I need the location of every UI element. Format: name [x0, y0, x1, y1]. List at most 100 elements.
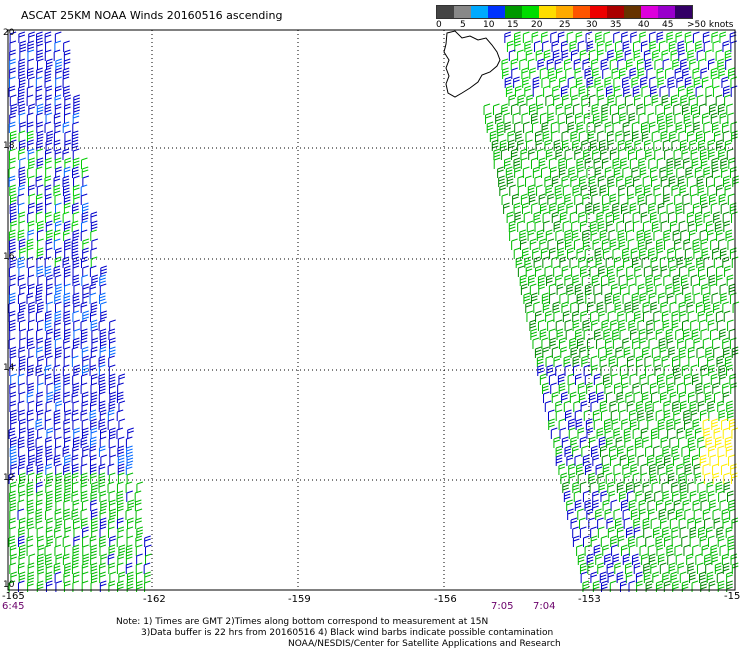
wind-barb [594, 121, 602, 133]
wind-barb [37, 382, 44, 394]
wind-barb [599, 571, 607, 583]
wind-barb [648, 292, 656, 304]
wind-barb [53, 211, 61, 223]
wind-barb [684, 418, 691, 430]
wind-barb [600, 445, 607, 457]
wind-barb [506, 211, 514, 223]
wind-barb [644, 103, 652, 115]
wind-barb [623, 517, 631, 529]
wind-barb [692, 283, 700, 295]
wind-barb [651, 436, 658, 448]
wind-barb [581, 274, 589, 286]
wind-barb [556, 283, 564, 295]
wind-barb [605, 337, 612, 349]
wind-barb [54, 319, 61, 331]
wind-barb [645, 445, 652, 457]
wind-barb [64, 283, 71, 295]
wind-barb [649, 31, 656, 43]
wind-barb [606, 562, 614, 574]
wind-barb [63, 346, 71, 358]
wind-barb [702, 463, 710, 475]
wind-barb [678, 391, 686, 403]
wind-barb [661, 94, 669, 106]
wind-barb [44, 373, 52, 385]
wind-barb [536, 94, 543, 106]
wind-barb [27, 364, 34, 376]
wind-barb [568, 427, 576, 439]
wind-barb [36, 490, 43, 502]
wind-barb [81, 400, 89, 412]
wind-barb [36, 580, 44, 592]
wind-barb [668, 562, 676, 574]
wind-barb [701, 373, 709, 385]
wind-barb [577, 553, 585, 565]
wind-barb [625, 139, 632, 151]
wind-barb [9, 328, 16, 340]
wind-barb [73, 364, 81, 376]
wind-barb [679, 571, 687, 583]
wind-barb [19, 427, 26, 439]
wind-barb [667, 427, 674, 439]
wind-barb [660, 517, 667, 529]
wind-barb [45, 445, 53, 457]
wind-barb [692, 418, 700, 430]
wind-barb [701, 247, 709, 259]
wind-barb [8, 85, 16, 97]
wind-barb [681, 445, 689, 457]
wind-barb [667, 211, 675, 223]
wind-barb [602, 544, 609, 556]
wind-barb [626, 400, 634, 412]
wind-barb [63, 58, 71, 70]
wind-barb [71, 454, 79, 466]
wind-barb [617, 139, 625, 151]
wind-barb [135, 562, 143, 574]
wind-barb [693, 463, 701, 475]
wind-barb [562, 184, 570, 196]
wind-barb [674, 157, 682, 169]
wind-barb [587, 85, 594, 97]
wind-barb [622, 121, 630, 133]
wind-barb [713, 427, 721, 439]
wind-barb [116, 517, 124, 529]
wind-barb [73, 535, 81, 547]
wind-barb [723, 481, 731, 493]
wind-barb [630, 328, 637, 340]
wind-barb [616, 481, 624, 493]
wind-barb [727, 319, 734, 331]
wind-barb [9, 193, 17, 205]
wind-barb [574, 148, 581, 160]
wind-barb [500, 148, 508, 160]
wind-barb [546, 274, 553, 286]
wind-barb [26, 499, 34, 511]
note-line: Note: 1) Times are GMT 2)Times along bot… [116, 617, 489, 627]
wind-barb [695, 85, 703, 97]
wind-barb [514, 211, 522, 223]
wind-barb [99, 526, 107, 538]
wind-barb [676, 463, 684, 475]
wind-barb [644, 490, 652, 502]
wind-barb [626, 265, 633, 277]
wind-barb [54, 274, 62, 286]
wind-barb [509, 184, 516, 196]
wind-barb [644, 94, 651, 106]
legend-swatch [437, 6, 454, 18]
wind-barb [632, 301, 639, 313]
wind-barb [108, 499, 116, 511]
wind-barb [713, 391, 721, 403]
wind-barb [643, 571, 651, 583]
wind-barb [45, 571, 53, 583]
legend-label: >50 knots [687, 20, 734, 30]
wind-barb [712, 76, 719, 88]
wind-barb [706, 310, 713, 322]
wind-barb [724, 139, 732, 151]
wind-barb [582, 229, 589, 241]
wind-barb [615, 40, 622, 52]
wind-barb [703, 382, 711, 394]
wind-barb [27, 355, 34, 367]
wind-barb [534, 40, 541, 52]
wind-barb [591, 445, 598, 457]
wind-barb [676, 256, 684, 268]
legend-label: 45 [662, 20, 674, 30]
wind-barb [612, 157, 620, 169]
wind-barb [592, 499, 599, 511]
